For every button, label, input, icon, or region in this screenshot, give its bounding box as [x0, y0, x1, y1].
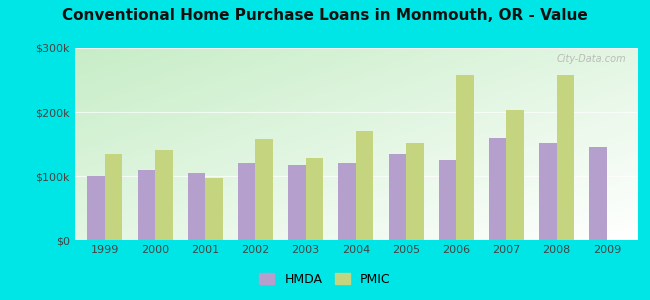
Bar — [406, 143, 424, 240]
Bar — [188, 173, 205, 240]
Bar — [489, 138, 506, 240]
Bar — [205, 178, 223, 240]
Bar — [288, 165, 305, 240]
Bar — [255, 139, 273, 240]
Bar — [539, 143, 556, 240]
Legend: HMDA, PMIC: HMDA, PMIC — [254, 268, 396, 291]
Bar — [356, 131, 374, 240]
Bar — [306, 158, 323, 240]
Bar — [338, 163, 356, 240]
Bar — [155, 150, 173, 240]
Bar — [506, 110, 524, 240]
Bar — [556, 75, 574, 240]
Text: City-Data.com: City-Data.com — [556, 54, 626, 64]
Text: Conventional Home Purchase Loans in Monmouth, OR - Value: Conventional Home Purchase Loans in Monm… — [62, 8, 588, 22]
Bar — [590, 147, 607, 240]
Bar — [439, 160, 456, 240]
Bar — [87, 176, 105, 240]
Bar — [456, 75, 474, 240]
Bar — [105, 154, 122, 240]
Bar — [238, 163, 255, 240]
Bar — [389, 154, 406, 240]
Bar — [138, 169, 155, 240]
